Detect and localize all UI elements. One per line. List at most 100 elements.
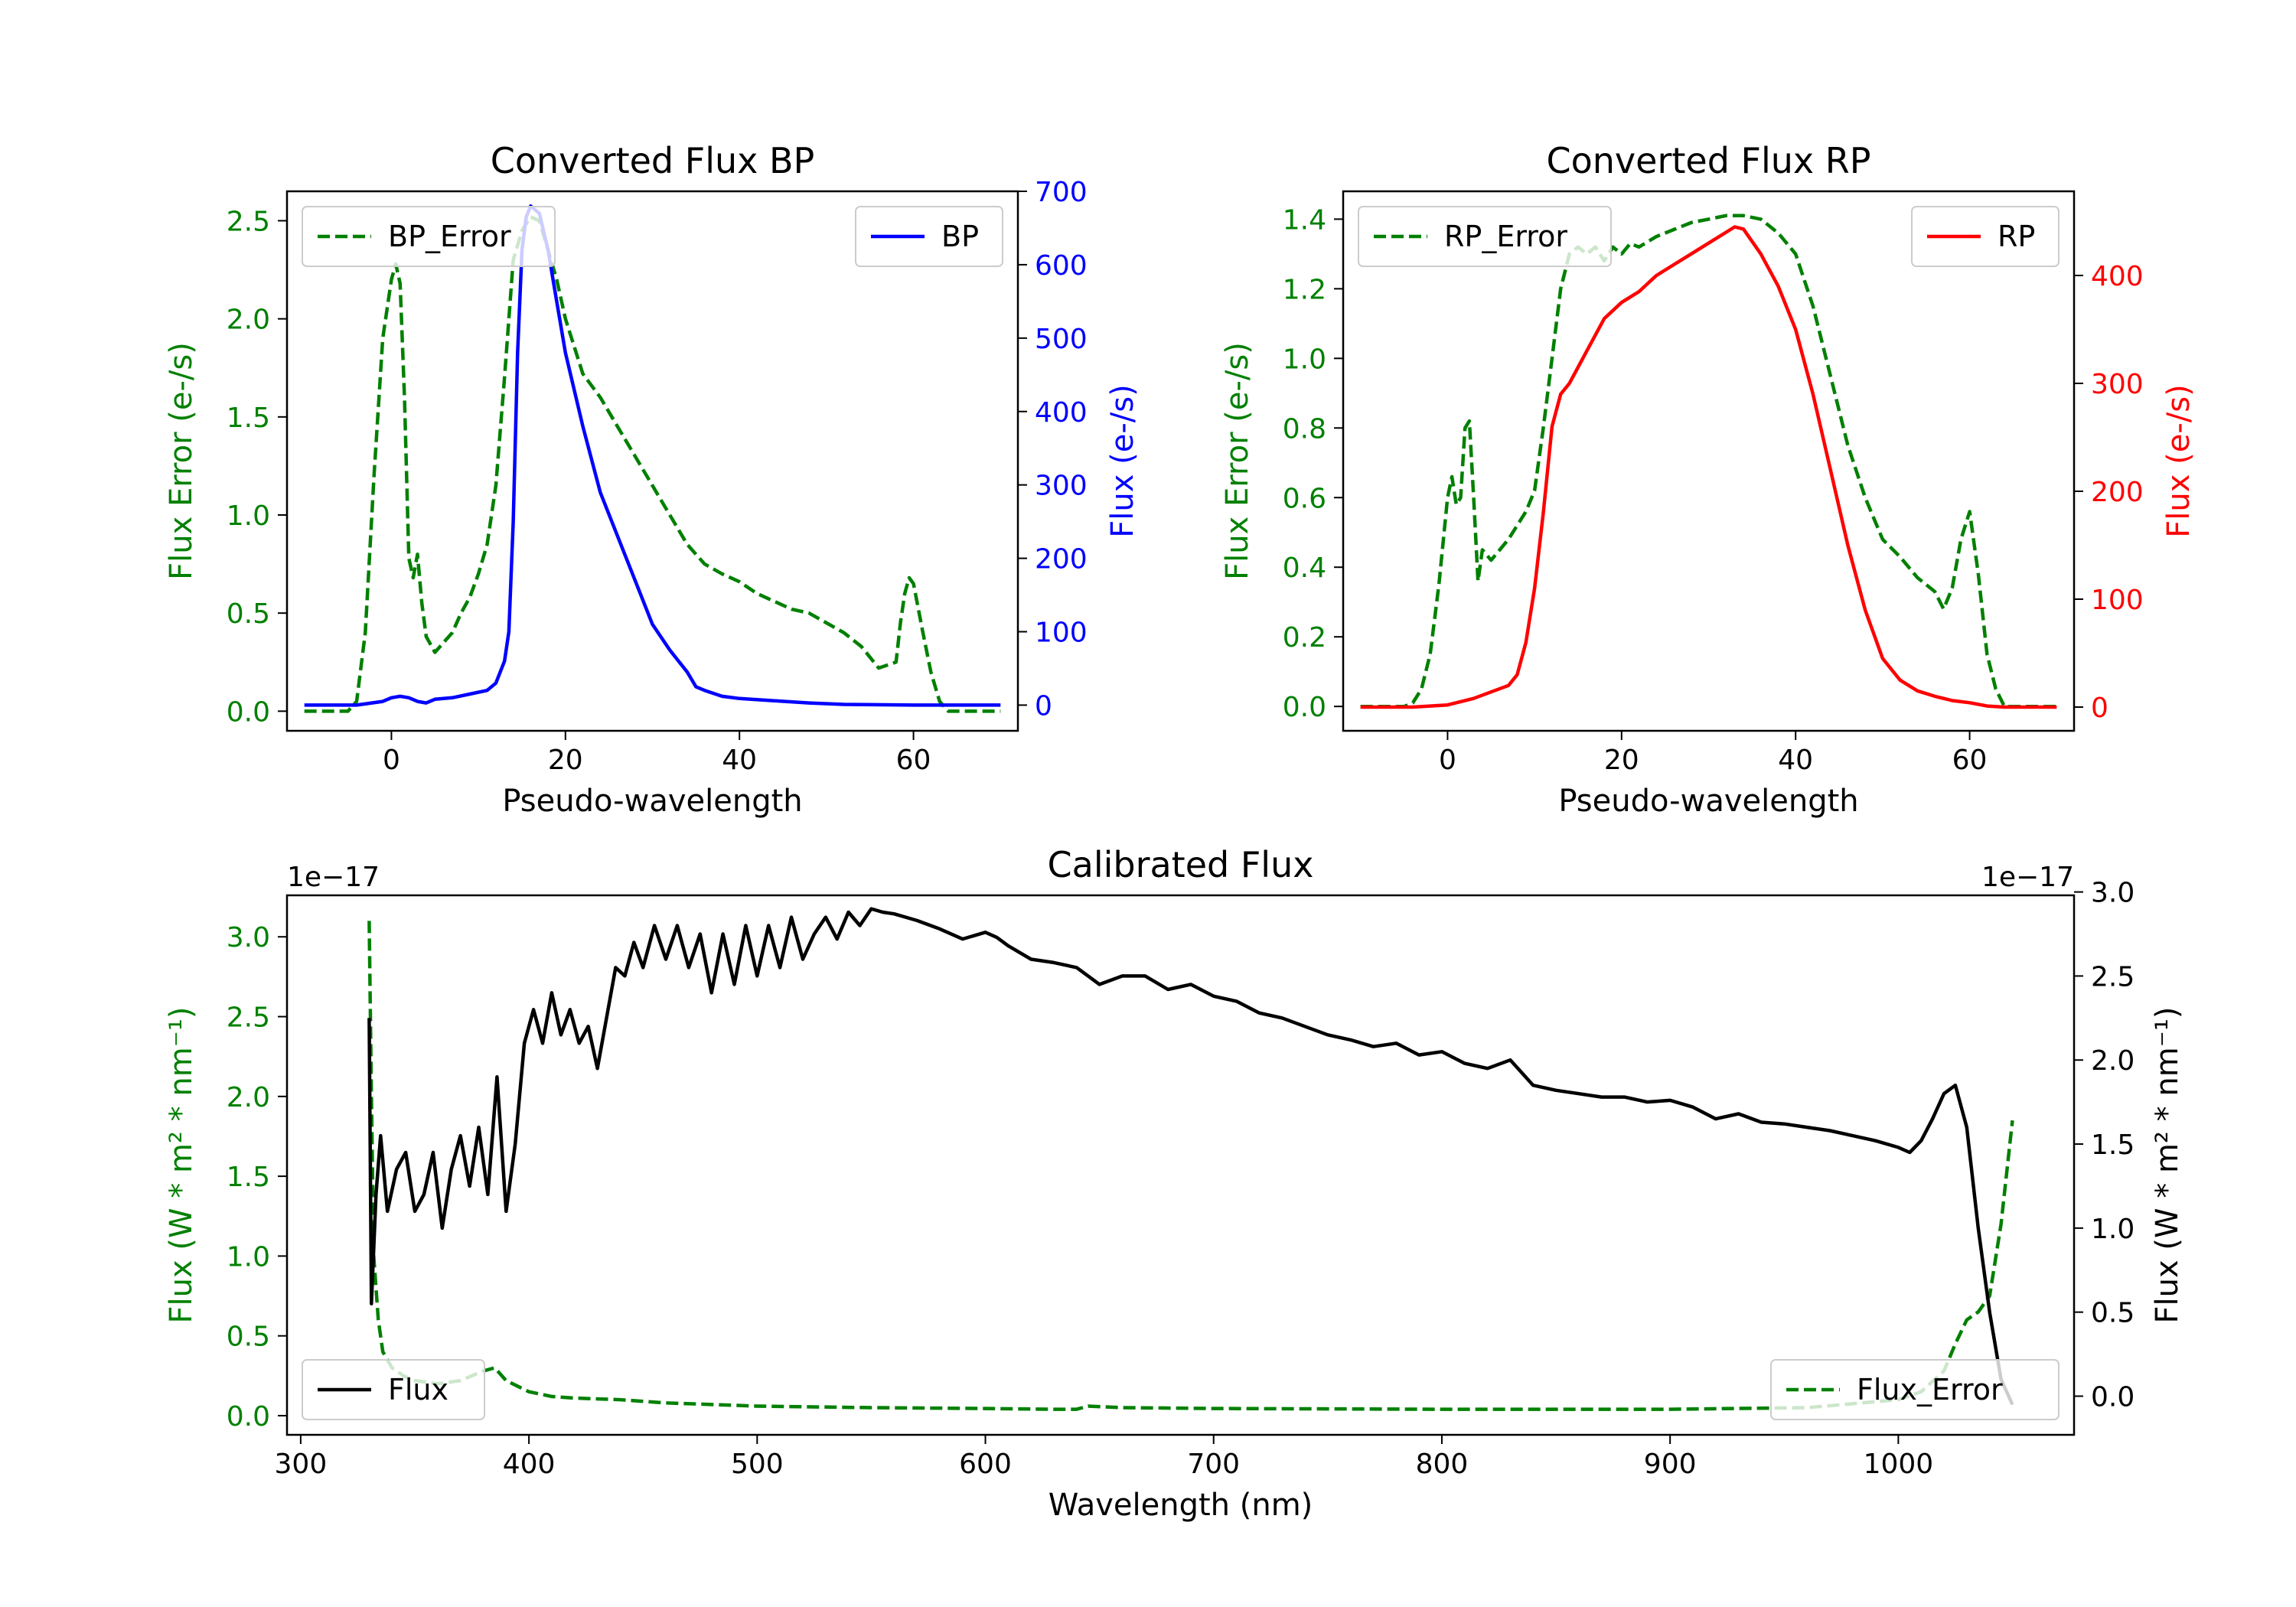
x-tick-label: 20 xyxy=(1604,745,1639,776)
x-tick-label: 0 xyxy=(383,745,400,776)
x-axis-label: Wavelength (nm) xyxy=(1049,1488,1313,1523)
legend-box xyxy=(302,206,556,267)
x-tick-label: 900 xyxy=(1644,1449,1697,1480)
x-tick-label: 20 xyxy=(548,745,583,776)
right-tick-label: 0 xyxy=(1035,690,1052,722)
left-tick-label: 0.8 xyxy=(1283,413,1326,445)
series-line-bp-error xyxy=(304,215,1001,713)
x-tick-label: 0 xyxy=(1439,745,1456,776)
left-axis-label: Flux Error (e-/s) xyxy=(164,342,199,580)
x-tick-label: 1000 xyxy=(1864,1449,1934,1480)
legend-box xyxy=(855,206,1003,267)
right-tick-label: 400 xyxy=(1035,397,1088,429)
left-tick-label: 0.2 xyxy=(1283,622,1326,654)
right-tick-label: 600 xyxy=(1035,250,1088,282)
left-tick-label: 0.5 xyxy=(227,598,270,630)
left-tick-label: 1.0 xyxy=(227,500,270,532)
right-tick-label: 200 xyxy=(1035,544,1088,575)
series-group xyxy=(304,204,1001,713)
right-tick-label: 100 xyxy=(2091,585,2144,616)
legend-box xyxy=(1911,206,2060,267)
left-tick-label: 1.2 xyxy=(1283,274,1326,305)
x-tick-label: 700 xyxy=(1187,1449,1240,1480)
left-tick-label: 1.0 xyxy=(1283,344,1326,375)
right-tick-label: 0 xyxy=(2091,693,2108,724)
right-tick-label: 300 xyxy=(1035,471,1088,502)
legend-rp-error: RP_Error xyxy=(1358,206,1612,267)
right-tick-label: 0.0 xyxy=(2091,1381,2135,1413)
right-tick-label: 200 xyxy=(2091,477,2144,508)
left-axis-label: Flux Error (e-/s) xyxy=(1220,342,1255,580)
plot-frame xyxy=(285,894,2076,1436)
x-tick-label: 60 xyxy=(1952,745,1988,776)
right-tick-label: 400 xyxy=(2091,261,2144,292)
chart-title: Converted Flux BP xyxy=(491,140,815,181)
legend-flux-error: Flux_Error xyxy=(1770,1359,2060,1420)
x-tick-label: 600 xyxy=(959,1449,1012,1480)
legend-box xyxy=(1770,1359,2060,1420)
left-tick-label: 0.5 xyxy=(227,1322,270,1353)
x-tick-label: 40 xyxy=(1778,745,1813,776)
left-tick-label: 0.0 xyxy=(227,1401,270,1433)
left-tick-label: 1.0 xyxy=(227,1241,270,1273)
legend-label: Flux_Error xyxy=(1857,1373,2003,1407)
left-tick-label: 2.0 xyxy=(227,1082,270,1113)
x-axis-label: Pseudo-wavelength xyxy=(502,784,802,819)
left-tick-label: 0.0 xyxy=(1283,692,1326,723)
right-offset-text: 1e−17 xyxy=(1981,862,2074,893)
x-tick-label: 500 xyxy=(731,1449,784,1480)
right-tick-label: 500 xyxy=(1035,324,1088,355)
series-line-bp xyxy=(304,204,1001,707)
legend-box xyxy=(302,1359,485,1420)
right-tick-label: 0.5 xyxy=(2091,1298,2135,1329)
left-tick-label: 0.4 xyxy=(1283,553,1326,584)
left-tick-label: 3.0 xyxy=(227,922,270,953)
left-tick-label: 2.0 xyxy=(227,305,270,336)
left-tick-label: 2.5 xyxy=(227,1002,270,1034)
right-tick-label: 2.5 xyxy=(2091,961,2135,993)
legend-label: Flux xyxy=(388,1373,448,1407)
x-axis-label: Pseudo-wavelength xyxy=(1558,784,1858,819)
plot-frame xyxy=(285,190,1019,732)
right-tick-label: 3.0 xyxy=(2091,878,2135,909)
series-line-flux-error xyxy=(367,921,2014,1411)
legend-bp-error: BP_Error xyxy=(302,206,556,267)
right-tick-label: 700 xyxy=(1035,177,1088,208)
chart-rp: Converted Flux RP 0 20 40 60 Pseudo-wavelengt… xyxy=(1220,140,2197,819)
left-tick-label: 1.4 xyxy=(1283,204,1326,236)
right-tick-label: 300 xyxy=(2091,369,2144,400)
legend-flux: Flux xyxy=(302,1359,485,1420)
chart-title: Converted Flux RP xyxy=(1547,140,1871,181)
legend-label: RP xyxy=(1998,220,2035,253)
series-group xyxy=(1360,214,2057,709)
series-line-rp-error xyxy=(1360,214,2057,709)
right-tick-label: 1.5 xyxy=(2091,1129,2135,1161)
chart-bp: Converted Flux BP 0 20 40 60 Pseudo-wavelengt… xyxy=(164,140,1140,819)
x-tick-label: 40 xyxy=(722,745,757,776)
legend-rp: RP xyxy=(1911,206,2060,267)
left-tick-label: 1.5 xyxy=(227,403,270,434)
left-tick-label: 0.6 xyxy=(1283,483,1326,514)
legend-label: BP xyxy=(941,220,979,253)
left-tick-label: 0.0 xyxy=(227,696,270,728)
legend-bp: BP xyxy=(855,206,1003,267)
x-tick-label: 800 xyxy=(1416,1449,1469,1480)
right-axis-label: Flux (e-/s) xyxy=(1105,384,1140,537)
right-axis-label: Flux (e-/s) xyxy=(2161,384,2197,537)
x-tick-label: 60 xyxy=(896,745,931,776)
right-axis-label: Flux (W * m² * nm⁻¹) xyxy=(2150,1007,2185,1324)
left-tick-label: 1.5 xyxy=(227,1162,270,1193)
legend-label: RP_Error xyxy=(1444,220,1567,253)
plot-frame xyxy=(1342,190,2076,732)
x-tick-label: 400 xyxy=(503,1449,556,1480)
left-offset-text: 1e−17 xyxy=(287,862,380,893)
chart-title: Calibrated Flux xyxy=(1048,844,1314,885)
x-tick-label: 300 xyxy=(275,1449,328,1480)
series-line-flux xyxy=(367,907,2014,1406)
legend-label: BP_Error xyxy=(388,220,511,253)
left-axis-label: Flux (W * m² * nm⁻¹) xyxy=(164,1007,199,1324)
legend-box xyxy=(1358,206,1612,267)
right-tick-label: 100 xyxy=(1035,618,1088,649)
right-tick-label: 1.0 xyxy=(2091,1214,2135,1245)
